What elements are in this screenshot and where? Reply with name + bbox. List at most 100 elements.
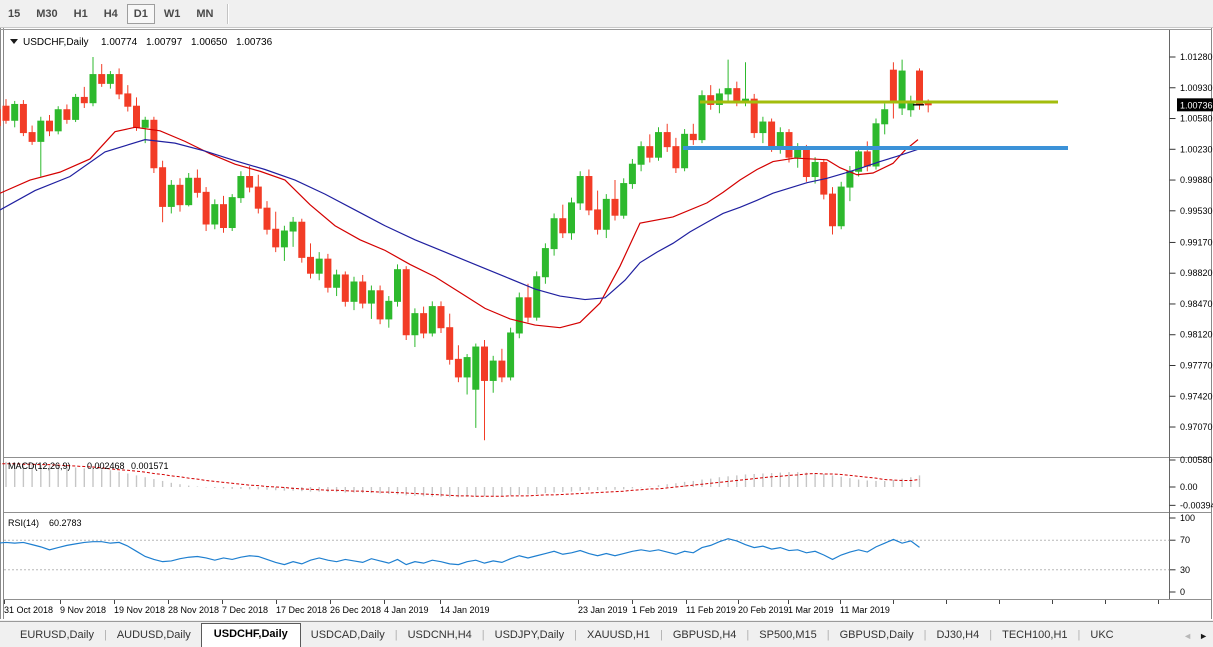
- time-axis-label: 7 Dec 2018: [222, 605, 268, 615]
- candle-body: [646, 146, 654, 158]
- time-axis-label: 4 Jan 2019: [384, 605, 429, 615]
- timeframe-button-h4[interactable]: H4: [97, 4, 125, 24]
- chart-tab-dj30-h4[interactable]: DJ30,H4: [936, 629, 980, 641]
- chart-title-close: 1.00736: [236, 37, 273, 48]
- current-price-badge: [1177, 98, 1213, 112]
- candle-body: [776, 132, 784, 148]
- chart-tab-ukc[interactable]: UKC: [1090, 629, 1114, 641]
- candle-body: [237, 176, 245, 199]
- candle-body: [568, 202, 575, 234]
- candle-body: [689, 133, 697, 141]
- chart-tab-sp500-m15[interactable]: SP500,M15: [759, 629, 817, 641]
- candle-body: [133, 105, 140, 128]
- candle-body: [115, 74, 123, 95]
- chart-tab-gbpusd-h4[interactable]: GBPUSD,H4: [672, 629, 737, 641]
- tab-separator: |: [826, 629, 830, 641]
- candle-body: [576, 176, 584, 204]
- candle-body: [785, 132, 793, 158]
- candle-body: [533, 276, 541, 318]
- candle-body: [385, 300, 393, 320]
- timeframe-button-m30[interactable]: M30: [29, 4, 64, 24]
- price-axis-label: 1.00230: [1180, 144, 1213, 154]
- timeframe-button-mn[interactable]: MN: [189, 4, 220, 24]
- candle-body: [211, 204, 219, 225]
- candle-body: [63, 109, 71, 120]
- chart-tabs-bar: EURUSD,Daily | AUDUSD,Daily USDCHF,Daily USD…: [0, 621, 1213, 647]
- candle-body: [11, 103, 19, 121]
- chart-title-symbol: USDCHF,Daily: [23, 37, 89, 48]
- candle-body: [307, 256, 314, 274]
- candle-body: [681, 133, 689, 169]
- symbol-dropdown-icon[interactable]: [10, 39, 18, 44]
- candle-body: [594, 209, 602, 230]
- candle-body: [341, 274, 349, 302]
- macd-indicator-label: MACD(12,26,9): [8, 461, 71, 471]
- chart-tab-audusd-daily[interactable]: AUDUSD,Daily: [116, 629, 191, 641]
- candle-body: [167, 184, 175, 207]
- price-axis-label: 0.97770: [1180, 360, 1213, 370]
- price-axis-label: 0.97420: [1180, 391, 1213, 401]
- timeframe-button-h1[interactable]: H1: [67, 4, 95, 24]
- rsi-line: [0, 538, 920, 566]
- chart-tab-gbpusd-daily[interactable]: GBPUSD,Daily: [839, 629, 914, 641]
- candle-body: [759, 121, 767, 134]
- candle-body: [837, 186, 845, 227]
- price-axis-label: 1.01280: [1180, 52, 1213, 62]
- timeframe-toolbar: 15 M30 H1 H4 D1 W1 MN: [0, 0, 1213, 28]
- chart-title-low: 1.00650: [191, 37, 228, 48]
- candle-body: [550, 218, 558, 250]
- rsi-axis-label: 0: [1180, 587, 1185, 597]
- toolbar-separator: [227, 3, 230, 24]
- time-axis-label: 19 Nov 2018: [114, 605, 165, 615]
- candle-body: [402, 269, 410, 336]
- candle-body: [72, 96, 80, 120]
- price-axis-label: 1.00930: [1180, 83, 1213, 93]
- macd-signal-value: 0.001571: [131, 461, 169, 471]
- price-axis-label: 1.00580: [1180, 114, 1213, 124]
- time-axis-label: 20 Feb 2019: [738, 605, 789, 615]
- chart-tab-usdcnh-h4[interactable]: USDCNH,H4: [407, 629, 472, 641]
- rsi-axis-label: 70: [1180, 535, 1190, 545]
- price-axis-label: 0.98820: [1180, 268, 1213, 278]
- candle-body: [2, 105, 10, 121]
- chart-tab-usdcad-daily[interactable]: USDCAD,Daily: [310, 629, 385, 641]
- chart-tab-usdchf-daily[interactable]: USDCHF,Daily: [200, 623, 301, 647]
- macd-axis-label: -0.003945: [1180, 500, 1213, 510]
- tabs-scroll-right-icon[interactable]: ►: [1199, 631, 1208, 641]
- candle-body: [855, 151, 863, 172]
- candle-body: [446, 327, 454, 360]
- macd-main-value: 0.002468: [87, 461, 125, 471]
- candle-body: [159, 167, 167, 207]
- candle-body: [98, 74, 106, 84]
- timeframe-button-d1[interactable]: D1: [126, 3, 155, 24]
- candle-body: [394, 269, 401, 302]
- candle-body: [37, 120, 45, 142]
- candle-body: [272, 228, 280, 248]
- candle-body: [524, 297, 532, 318]
- tabs-scroll-left-icon[interactable]: ◄: [1183, 631, 1193, 641]
- timeframe-button-15[interactable]: 15: [1, 4, 27, 24]
- rsi-axis-label: 30: [1180, 565, 1190, 575]
- candle-body: [559, 218, 567, 234]
- rsi-indicator-label: RSI(14): [8, 518, 39, 528]
- current-price-label: 1.00736: [1180, 100, 1213, 110]
- candle-body: [454, 358, 462, 378]
- chart-tab-eurusd-daily[interactable]: EURUSD,Daily: [20, 629, 94, 641]
- rsi-value: 60.2783: [49, 518, 82, 528]
- timeframe-button-w1[interactable]: W1: [157, 4, 188, 24]
- time-axis-label: 1 Feb 2019: [632, 605, 678, 615]
- candle-body: [802, 147, 810, 178]
- candle-body: [733, 88, 741, 102]
- time-axis-label: 11 Mar 2019: [840, 605, 890, 615]
- chart-tab-xauusd-h1[interactable]: XAUUSD,H1: [587, 629, 650, 641]
- time-axis-label: 31 Oct 2018: [4, 605, 53, 615]
- candle-body: [768, 121, 776, 148]
- chart-tab-usdjpy-daily[interactable]: USDJPY,Daily: [494, 629, 565, 641]
- tab-separator: |: [1077, 629, 1081, 641]
- price-axis-label: 0.98120: [1180, 330, 1213, 340]
- time-axis-label: 28 Nov 2018: [168, 605, 219, 615]
- candle-body: [611, 198, 619, 216]
- chart-tab-tech100-h1[interactable]: TECH100,H1: [1002, 629, 1068, 641]
- candle-body: [750, 98, 758, 134]
- candle-body: [655, 132, 662, 158]
